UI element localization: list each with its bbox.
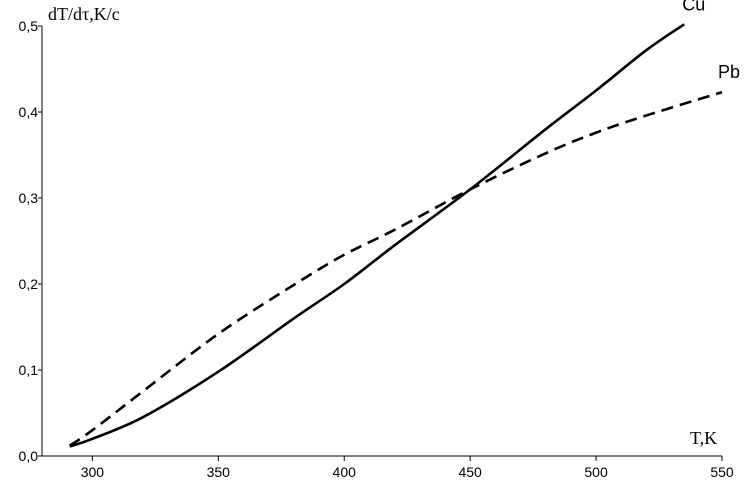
plot-area: [41, 26, 722, 457]
y-tick-label: 0,4: [19, 104, 39, 120]
x-tick-label: 500: [584, 464, 608, 480]
x-axis-title: T,K: [690, 428, 717, 448]
x-tick-label: 350: [207, 464, 231, 480]
x-tick-label: 400: [333, 464, 357, 480]
series-labels: Cu Pb: [682, 0, 740, 82]
series-label-cu: Cu: [682, 0, 705, 14]
y-tick-label: 0,5: [19, 18, 39, 34]
y-tick-label: 0,2: [19, 276, 39, 292]
series-label-pb: Pb: [718, 62, 740, 82]
series-line-cu: [69, 23, 685, 448]
y-tick-label: 0,1: [19, 362, 39, 378]
y-ticks: 0,0 0,1 0,2 0,3 0,4 0,5: [19, 18, 42, 464]
y-tick-label: 0,0: [19, 448, 39, 464]
x-tick-label: 300: [81, 464, 105, 480]
y-axis-title: dT/dτ,K/c: [48, 4, 120, 24]
x-ticks: 300 350 400 450 500 550: [81, 456, 734, 480]
series-line-pb: [68, 90, 723, 447]
x-tick-label: 450: [458, 464, 482, 480]
series-layer: [68, 23, 723, 448]
x-tick-label: 550: [710, 464, 734, 480]
y-tick-label: 0,3: [19, 190, 39, 206]
